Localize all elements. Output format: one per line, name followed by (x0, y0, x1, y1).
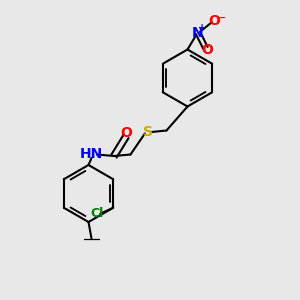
Text: O: O (120, 126, 132, 140)
Text: S: S (143, 125, 154, 139)
Text: +: + (198, 22, 207, 33)
Text: N: N (192, 26, 204, 40)
Text: HN: HN (80, 148, 103, 161)
Text: O: O (201, 43, 213, 56)
Text: O: O (208, 14, 220, 28)
Text: Cl: Cl (90, 207, 103, 220)
Text: −: − (216, 12, 226, 22)
